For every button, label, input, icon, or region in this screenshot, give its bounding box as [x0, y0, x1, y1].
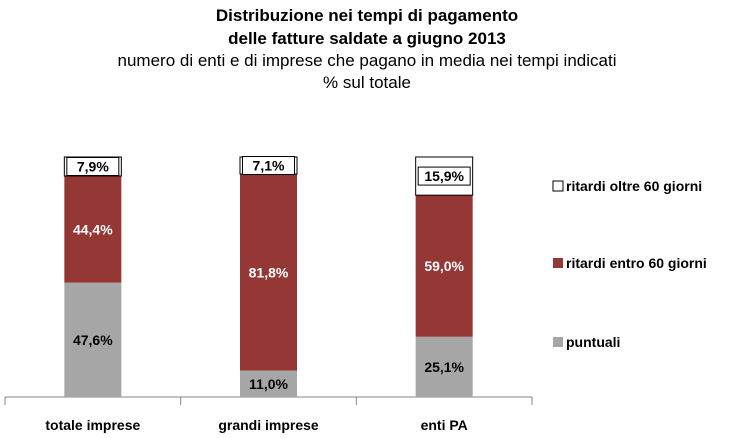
- legend-swatch: [553, 258, 563, 268]
- category-label: totale imprese: [45, 417, 140, 433]
- data-label-box: [417, 166, 471, 186]
- chart-subtitle-line-2: % sul totale: [323, 73, 411, 92]
- data-label: 81,8%: [249, 264, 289, 280]
- data-label: 44,4%: [73, 221, 113, 237]
- legend-entry: ritardi oltre 60 giorni: [566, 178, 702, 194]
- data-label: 7,9%: [77, 158, 109, 174]
- category-label: grandi imprese: [218, 417, 319, 433]
- legend-swatch: [552, 180, 564, 192]
- chart-title-line-1: Distribuzione nei tempi di pagamento: [215, 6, 519, 25]
- chart-title-line-2: delle fatture saldate a giugno 2013: [228, 29, 506, 48]
- legend-entry: puntuali: [566, 334, 620, 350]
- bar-segment-ritardi-entro-60-giorni: [64, 175, 122, 283]
- data-label: 59,0%: [424, 258, 464, 274]
- data-label: 7,1%: [253, 158, 285, 174]
- data-label: 15,9%: [424, 168, 464, 184]
- bar-segment-ritardi-entro-60-giorni: [415, 195, 473, 337]
- bar-segment-puntuali: [64, 282, 122, 397]
- data-label: 47,6%: [73, 332, 113, 348]
- legend-entry: ritardi entro 60 giorni: [566, 255, 707, 271]
- data-label: 25,1%: [424, 359, 464, 375]
- data-label: 11,0%: [249, 376, 288, 392]
- category-label: enti PA: [421, 417, 468, 433]
- chart-subtitle-line-1: numero di enti e di imprese che pagano i…: [117, 51, 617, 70]
- legend-swatch: [553, 337, 563, 347]
- data-label-box: [66, 156, 120, 176]
- data-label-box: [242, 156, 295, 176]
- chart-titles: Distribuzione nei tempi di pagamento del…: [0, 4, 734, 94]
- bar-segment-puntuali: [240, 370, 297, 397]
- bar-segment-ritardi-entro-60-giorni: [240, 174, 297, 371]
- bar-segment-puntuali: [415, 336, 473, 397]
